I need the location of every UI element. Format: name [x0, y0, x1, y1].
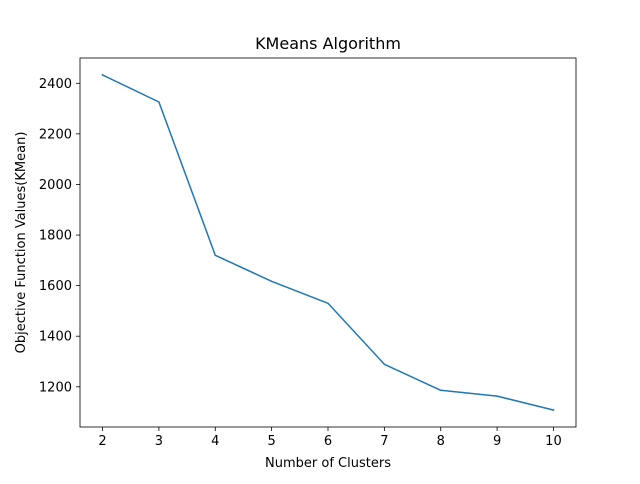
data-point	[270, 280, 273, 283]
x-tick-label: 3	[155, 434, 163, 449]
x-tick-label: 8	[437, 434, 445, 449]
x-axis-ticks: 2 3 4 5 6 7 8 9 10	[98, 427, 562, 449]
y-tick-label: 2400	[39, 77, 72, 92]
x-tick-label: 4	[211, 434, 219, 449]
x-tick-label: 2	[98, 434, 106, 449]
y-tick-label: 2200	[39, 127, 72, 142]
plot-frame	[79, 57, 577, 428]
x-tick-label: 7	[380, 434, 388, 449]
x-tick-label: 5	[267, 434, 275, 449]
y-tick-label: 1600	[39, 279, 72, 294]
data-points	[101, 74, 555, 411]
x-tick-label: 10	[545, 434, 562, 449]
y-tick-label: 1200	[39, 380, 72, 395]
data-point	[214, 254, 217, 257]
plot-area	[80, 58, 576, 427]
x-tick-label: 6	[324, 434, 332, 449]
y-tick-label: 1400	[39, 330, 72, 345]
y-axis-ticks: 1200 1400 1600 1800 2000 2200 2400	[39, 77, 80, 395]
data-point	[101, 74, 104, 76]
y-axis-label: Objective Function Values(KMean)	[14, 132, 29, 354]
x-axis-label: Number of Clusters	[265, 456, 391, 471]
data-point	[383, 363, 386, 366]
data-point	[552, 409, 555, 411]
y-tick-label: 2000	[39, 178, 72, 193]
data-point	[327, 302, 329, 305]
data-point	[439, 389, 442, 392]
x-tick-label: 9	[493, 434, 501, 449]
data-point	[496, 395, 498, 397]
data-point	[158, 101, 160, 103]
y-tick-label: 1800	[39, 229, 72, 244]
chart-title: KMeans Algorithm	[255, 34, 401, 53]
